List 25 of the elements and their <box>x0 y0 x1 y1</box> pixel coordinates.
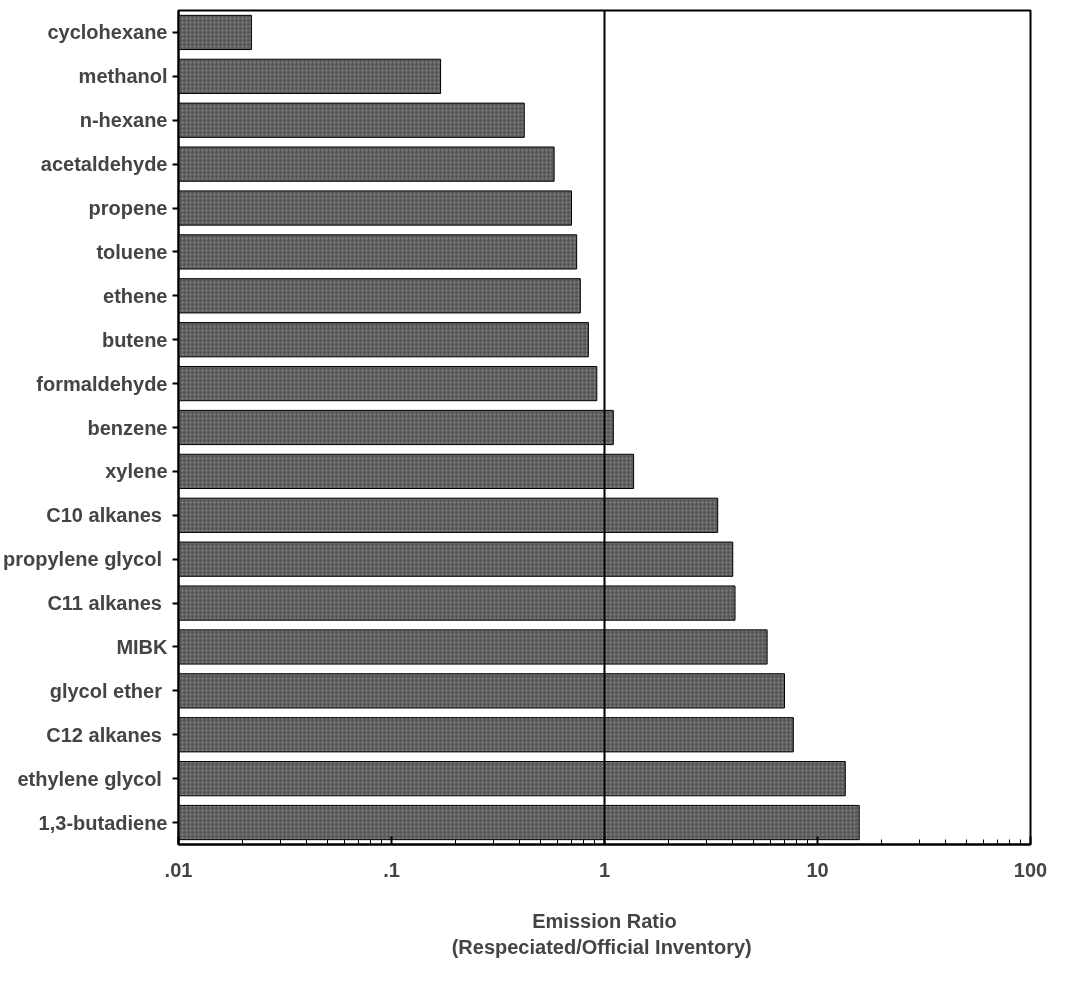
y-tick-label: propylene glycol <box>3 548 162 571</box>
y-tick-label: formaldehyde <box>36 372 168 395</box>
x-tick-label: 10 <box>806 858 829 881</box>
x-tick-label: 1 <box>598 858 611 881</box>
y-tick-label: glycol ether <box>49 679 163 702</box>
y-tick-label: benzene <box>87 416 168 439</box>
y-tick-label: acetaldehyde <box>40 153 168 176</box>
y-tick-label: butene <box>101 328 168 351</box>
x-tick-label: .01 <box>164 858 193 881</box>
y-tick-label: xylene <box>105 460 168 483</box>
y-tick-label: C10 alkanes <box>46 504 162 527</box>
y-tick-label: cyclohexane <box>47 21 168 44</box>
x-axis-title: Emission Ratio (Respeciated/Official Inventory) <box>451 909 752 958</box>
y-tick-label: MIBK <box>116 635 169 658</box>
y-tick-label: propene <box>88 197 168 220</box>
y-tick-label: C11 alkanes <box>47 592 162 615</box>
y-tick-label: toluene <box>96 240 168 263</box>
y-tick-label: ethylene glycol <box>17 767 162 790</box>
x-tick-label: .1 <box>383 858 400 881</box>
y-tick-label: ethene <box>103 284 168 307</box>
y-tick-label: n-hexane <box>79 109 168 132</box>
y-tick-label: methanol <box>78 65 168 88</box>
y-tick-label: 1,3-butadiene <box>38 811 168 834</box>
y-tick-label: C12 alkanes <box>46 723 162 746</box>
x-tick-label: 100 <box>1013 858 1048 881</box>
